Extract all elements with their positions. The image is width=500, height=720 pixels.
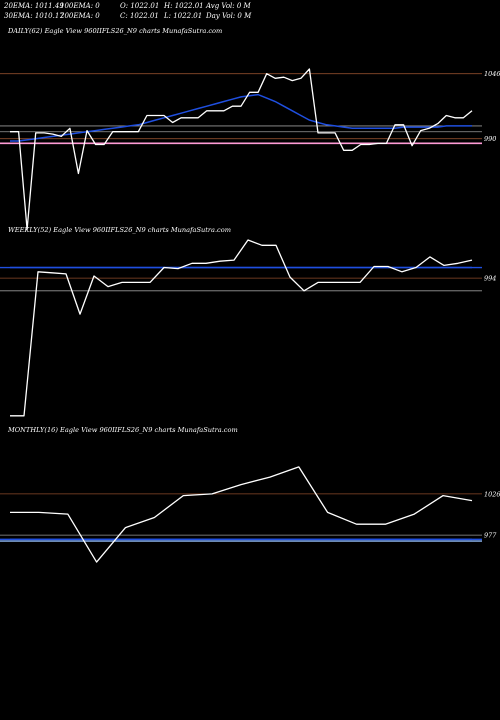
- monthly-chart: 1026 977: [0, 466, 500, 563]
- daily-y-tick-0: 1046: [484, 70, 500, 78]
- avg-vol-label: Avg Vol: 0 M: [206, 2, 251, 10]
- weekly-price-line: [10, 239, 473, 417]
- high-label: H: 1022.01: [164, 2, 204, 10]
- monthly-price-line: [10, 466, 473, 563]
- monthly-panel-title: MONTHLY(16) Eagle View 960IIFLS26_N9 cha…: [8, 426, 238, 434]
- daily-panel-title: DAILY(62) Eagle View 960IIFLS26_N9 chart…: [8, 27, 223, 35]
- low-label: L: 1022.01: [164, 12, 203, 20]
- ema30-label: 30EMA: 1010.17: [4, 12, 64, 20]
- weekly-y-tick-0: 994: [484, 275, 496, 283]
- weekly-chart: 994: [0, 239, 496, 417]
- close-label: C: 1022.01: [120, 12, 159, 20]
- ema100-label: 100EMA: 0: [60, 2, 100, 10]
- ema20-label: 20EMA: 1011.49: [4, 2, 64, 10]
- daily-chart: 1046 990: [0, 68, 500, 230]
- monthly-y-tick-0: 1026: [484, 490, 500, 498]
- daily-ema-line: [10, 93, 472, 142]
- monthly-y-tick-1: 977: [484, 532, 497, 540]
- weekly-panel-title: WEEKLY(52) Eagle View 960IIFLS26_N9 char…: [8, 226, 231, 234]
- open-label: O: 1022.01: [120, 2, 160, 10]
- ema200-label: 200EMA: 0: [60, 12, 100, 20]
- day-vol-label: Day Vol: 0 M: [206, 12, 252, 20]
- daily-y-tick-1: 990: [484, 135, 496, 143]
- daily-price-line: [10, 68, 473, 230]
